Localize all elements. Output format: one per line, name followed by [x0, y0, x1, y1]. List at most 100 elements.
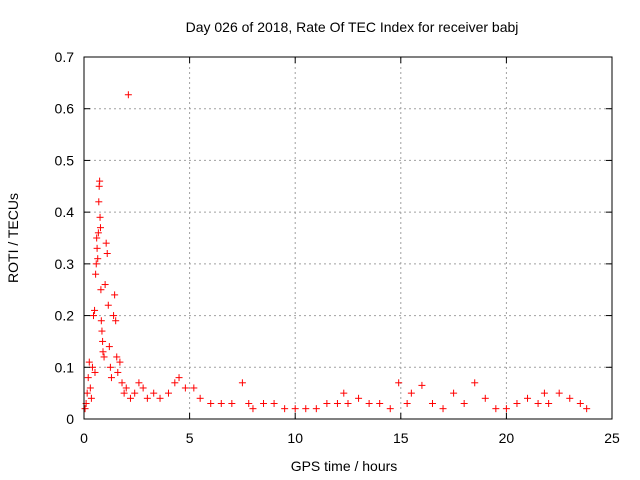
data-point — [107, 374, 115, 382]
data-point — [92, 270, 100, 278]
data-point — [95, 198, 103, 206]
x-tick-label: 10 — [287, 430, 303, 446]
data-point — [207, 399, 215, 407]
data-point — [88, 363, 96, 371]
data-point — [545, 399, 553, 407]
data-point — [340, 389, 348, 397]
data-point — [323, 399, 331, 407]
data-point — [291, 405, 299, 413]
x-tick-label: 0 — [80, 430, 88, 446]
x-tick-label: 20 — [499, 430, 515, 446]
data-point — [84, 374, 92, 382]
data-point — [540, 389, 548, 397]
data-point — [122, 384, 130, 392]
data-point — [96, 213, 104, 221]
data-point — [96, 177, 104, 185]
data-point — [302, 405, 310, 413]
data-point — [98, 327, 106, 335]
data-point — [93, 244, 101, 252]
y-tick-label: 0.7 — [55, 49, 75, 65]
data-point — [260, 399, 268, 407]
data-point — [85, 358, 93, 366]
data-point — [139, 384, 147, 392]
data-point — [92, 260, 100, 268]
data-point — [386, 405, 394, 413]
x-tick-label: 25 — [604, 430, 620, 446]
axis-ticks — [83, 56, 613, 420]
data-point — [312, 405, 320, 413]
data-point — [576, 399, 584, 407]
data-point — [502, 405, 510, 413]
data-point — [270, 399, 278, 407]
data-point — [492, 405, 500, 413]
data-point — [355, 394, 363, 402]
data-point — [118, 379, 126, 387]
data-point — [116, 358, 124, 366]
data-point — [365, 399, 373, 407]
data-point — [175, 374, 183, 382]
data-point — [94, 229, 102, 237]
plot-frame — [83, 56, 613, 420]
data-point — [83, 389, 91, 397]
y-tick-label: 0.4 — [55, 204, 75, 220]
data-point — [150, 389, 158, 397]
y-tick-labels: 0 0.1 0.2 0.3 0.4 0.5 0.6 0.7 — [55, 49, 75, 427]
data-point — [395, 379, 403, 387]
data-point — [439, 405, 447, 413]
data-point — [102, 239, 110, 247]
data-point — [91, 306, 99, 314]
data-point — [87, 394, 95, 402]
data-point — [103, 250, 111, 258]
data-point — [190, 384, 198, 392]
data-point — [120, 389, 128, 397]
data-point — [106, 363, 114, 371]
x-tick-label: 15 — [393, 430, 409, 446]
data-point — [86, 384, 94, 392]
data-point — [407, 389, 415, 397]
data-point — [450, 389, 458, 397]
data-point — [90, 312, 98, 320]
data-point — [111, 291, 119, 299]
data-point — [112, 317, 120, 325]
data-point — [534, 399, 542, 407]
data-point — [97, 286, 105, 294]
y-tick-label: 0.2 — [55, 308, 75, 324]
data-point — [583, 405, 591, 413]
data-point — [566, 394, 574, 402]
y-tick-label: 0.1 — [55, 359, 75, 375]
data-points — [81, 91, 591, 413]
data-point — [164, 389, 172, 397]
data-point — [131, 389, 139, 397]
data-point — [135, 379, 143, 387]
x-tick-label: 5 — [186, 430, 194, 446]
data-point — [481, 394, 489, 402]
grid-lines — [84, 57, 612, 419]
data-point — [97, 317, 105, 325]
data-point — [81, 405, 89, 413]
data-point — [333, 399, 341, 407]
chart-title: Day 026 of 2018, Rate Of TEC Index for r… — [186, 19, 519, 35]
y-tick-label: 0 — [66, 411, 74, 427]
x-tick-labels: 0 5 10 15 20 25 — [80, 430, 620, 446]
data-point — [105, 343, 113, 351]
data-point — [524, 394, 532, 402]
data-point — [94, 255, 102, 263]
data-point — [96, 224, 104, 232]
data-point — [100, 353, 108, 361]
data-point — [245, 399, 253, 407]
data-point — [249, 405, 257, 413]
y-tick-label: 0.5 — [55, 152, 75, 168]
data-point — [471, 379, 479, 387]
data-point — [104, 301, 112, 309]
data-point — [513, 399, 521, 407]
data-point — [124, 91, 132, 99]
data-point — [101, 281, 109, 289]
data-point — [196, 394, 204, 402]
data-point — [228, 399, 236, 407]
data-point — [93, 234, 101, 242]
data-point — [99, 348, 107, 356]
y-tick-label: 0.3 — [55, 256, 75, 272]
data-point — [217, 399, 225, 407]
data-point — [181, 384, 189, 392]
